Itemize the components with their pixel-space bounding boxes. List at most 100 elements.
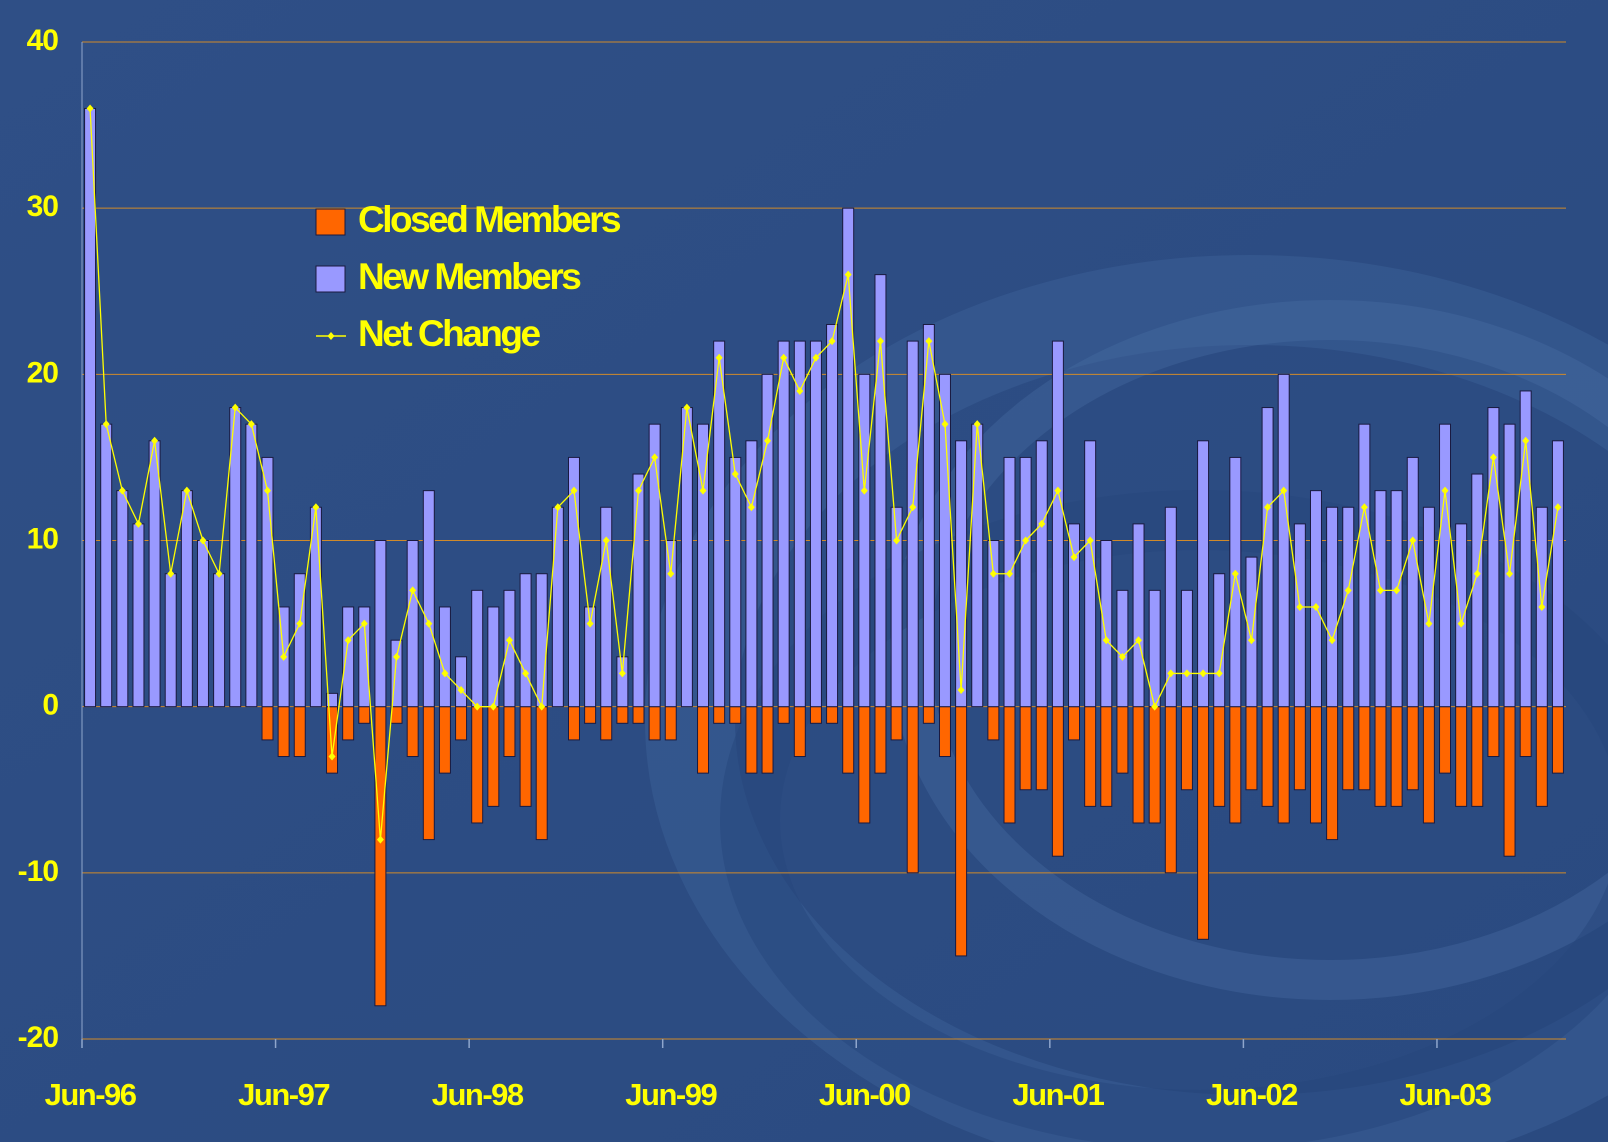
- bar: [664, 540, 677, 708]
- point: [635, 486, 642, 495]
- bar: [180, 490, 193, 708]
- point: [1215, 669, 1223, 678]
- point: [828, 337, 836, 346]
- bar: [793, 706, 806, 758]
- bar: [616, 656, 629, 708]
- y-tick-label: -10: [18, 855, 59, 888]
- bar: [664, 706, 677, 741]
- bar: [826, 323, 839, 708]
- bar: [1455, 706, 1468, 807]
- plot-area: -20 -10 0 10 20 30 40 Jun-96 Jun-97 Jun-98 Jun-99 J…: [18, 24, 1566, 1112]
- bar: [132, 523, 145, 708]
- bar: [326, 692, 339, 708]
- y-tick-label: 30: [27, 190, 59, 223]
- bar: [1342, 706, 1355, 791]
- bar: [1261, 706, 1274, 807]
- point: [780, 353, 788, 362]
- bar: [584, 706, 597, 724]
- point: [1199, 669, 1207, 678]
- point: [925, 337, 933, 346]
- bar: [1422, 506, 1435, 708]
- legend-swatch: [315, 265, 346, 293]
- bar: [422, 490, 435, 708]
- bar: [390, 706, 403, 724]
- x-tick-label: Jun-99: [625, 1077, 717, 1112]
- bar: [261, 456, 274, 708]
- point: [393, 652, 401, 661]
- point: [1102, 636, 1110, 645]
- point: [1118, 652, 1126, 661]
- bar: [713, 706, 726, 724]
- bar: [1309, 490, 1322, 708]
- point: [554, 503, 562, 512]
- bar: [1374, 490, 1387, 708]
- point: [183, 486, 191, 495]
- bar: [745, 440, 758, 708]
- point: [1231, 569, 1239, 578]
- bar: [890, 506, 903, 708]
- point: [796, 386, 804, 395]
- point: [247, 420, 255, 429]
- point: [715, 353, 723, 362]
- bar: [471, 589, 484, 708]
- bar: [1358, 423, 1371, 708]
- point: [618, 669, 626, 678]
- bar: [1019, 706, 1032, 791]
- bar: [519, 573, 532, 708]
- legend-label: Net Change: [358, 313, 541, 354]
- bar: [1245, 706, 1258, 791]
- point: [1151, 702, 1159, 711]
- bar: [535, 573, 548, 708]
- point: [1135, 636, 1143, 645]
- bar: [116, 490, 129, 708]
- legend-swatch: [315, 208, 346, 236]
- point: [860, 486, 868, 495]
- point: [1360, 503, 1368, 512]
- bar: [487, 706, 500, 807]
- point: [167, 569, 175, 578]
- bar: [342, 706, 355, 741]
- point: [1006, 569, 1013, 578]
- bar: [1261, 407, 1274, 708]
- y-tick-label: 40: [27, 24, 59, 57]
- point: [118, 486, 126, 495]
- point: [1538, 602, 1546, 611]
- bar: [697, 706, 710, 774]
- bar: [1471, 473, 1484, 708]
- bar: [84, 107, 97, 708]
- bar: [955, 440, 968, 708]
- bar: [1180, 706, 1193, 791]
- bar: [906, 340, 919, 708]
- bar: [1051, 706, 1064, 857]
- x-tick-label: Jun-00: [819, 1077, 910, 1112]
- point: [1344, 586, 1352, 595]
- bar: [1229, 706, 1242, 824]
- bar: [567, 706, 580, 741]
- bar: [761, 706, 774, 774]
- bar: [1519, 390, 1532, 708]
- bar: [196, 540, 209, 708]
- bar: [1439, 706, 1452, 774]
- bar: [503, 589, 516, 708]
- point: [602, 536, 610, 545]
- bar: [374, 540, 387, 708]
- bar: [1035, 706, 1048, 791]
- point: [489, 702, 497, 711]
- bar: [1164, 506, 1177, 708]
- point: [667, 569, 675, 578]
- point: [1409, 536, 1417, 545]
- point: [215, 569, 223, 578]
- point: [844, 270, 852, 279]
- bar: [1277, 373, 1290, 708]
- bar: [293, 573, 306, 708]
- bar: [1084, 440, 1097, 708]
- bar: [293, 706, 306, 758]
- point: [231, 403, 239, 412]
- point: [409, 586, 417, 595]
- bar: [261, 706, 274, 741]
- point: [1473, 569, 1481, 578]
- bar: [761, 373, 774, 708]
- bar: [890, 706, 903, 741]
- bar: [438, 606, 451, 708]
